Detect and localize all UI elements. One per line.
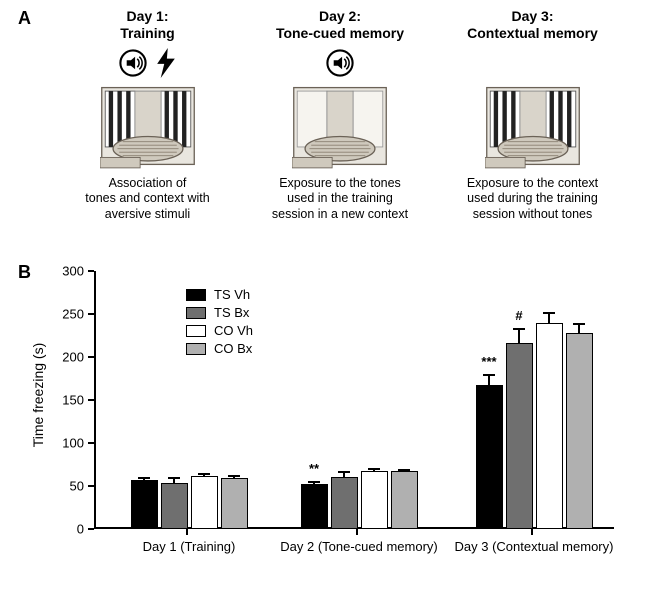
error-bar	[313, 482, 315, 485]
legend-label: TS Vh	[214, 287, 250, 302]
chamber-illustration	[485, 82, 581, 170]
x-tick	[186, 529, 188, 535]
bar	[221, 478, 248, 529]
day-caption: Association oftones and context withaver…	[85, 176, 209, 223]
plot-area: TS VhTS BxCO VhCO Bx 050100150200250300D…	[94, 271, 614, 529]
bar	[331, 477, 358, 529]
legend-label: TS Bx	[214, 305, 249, 320]
y-tick-label: 100	[62, 436, 84, 451]
bar	[161, 483, 188, 529]
legend-label: CO Vh	[214, 323, 253, 338]
bar	[131, 480, 158, 529]
y-tick-label: 0	[77, 522, 84, 537]
y-tick	[88, 528, 94, 530]
y-tick-label: 200	[62, 350, 84, 365]
y-tick	[88, 442, 94, 444]
legend-label: CO Bx	[214, 341, 252, 356]
day-caption: Exposure to the contextused during the t…	[467, 176, 598, 223]
error-bar	[173, 478, 175, 483]
y-axis	[94, 271, 96, 529]
chamber-illustration	[100, 82, 196, 170]
bar: **	[301, 484, 328, 529]
day-column: Day 2:Tone-cued memory Exposure to the t…	[253, 8, 428, 248]
error-bar	[548, 313, 550, 323]
legend-row: CO Bx	[186, 341, 253, 356]
error-bar	[373, 469, 375, 472]
day-title: Day 3:Contextual memory	[467, 8, 598, 42]
legend-row: TS Vh	[186, 287, 253, 302]
panel-a-label: A	[18, 8, 31, 29]
y-tick	[88, 356, 94, 358]
icon-row	[326, 46, 354, 80]
error-bar	[343, 472, 345, 478]
legend-swatch	[186, 343, 206, 355]
error-bar	[578, 324, 580, 333]
x-category-label: Day 1 (Training)	[99, 539, 279, 554]
bar	[391, 471, 418, 529]
y-tick	[88, 313, 94, 315]
error-bar	[403, 470, 405, 473]
significance-marker: ***	[481, 354, 496, 369]
bar: #	[506, 343, 533, 529]
day-title: Day 2:Tone-cued memory	[276, 8, 404, 42]
legend-row: CO Vh	[186, 323, 253, 338]
significance-marker: #	[515, 308, 522, 323]
legend-swatch	[186, 325, 206, 337]
y-tick	[88, 399, 94, 401]
legend: TS Vh TS Bx CO Vh CO Bx	[186, 287, 253, 359]
error-bar	[143, 478, 145, 481]
legend-swatch	[186, 289, 206, 301]
day-caption: Exposure to the tonesused in the trainin…	[272, 176, 408, 223]
day-column: Day 3:Contextual memory	[445, 8, 620, 248]
bar	[566, 333, 593, 529]
y-tick-label: 300	[62, 264, 84, 279]
y-tick	[88, 485, 94, 487]
error-bar	[233, 476, 235, 479]
bar	[536, 323, 563, 529]
bar-group: ***#	[476, 323, 593, 529]
bar-group: **	[301, 471, 418, 529]
bar	[191, 476, 218, 529]
x-tick	[531, 529, 533, 535]
error-bar	[203, 474, 205, 477]
sound-icon	[326, 49, 354, 77]
error-bar	[488, 375, 490, 385]
bar-group	[131, 476, 248, 529]
error-bar	[518, 329, 520, 344]
y-tick	[88, 270, 94, 272]
bolt-icon	[155, 48, 177, 78]
y-axis-label: Time freezing (s)	[30, 343, 46, 448]
panel-b-chart: Time freezing (s) TS Vh TS Bx CO Vh CO Bx 0…	[30, 265, 630, 575]
bar	[361, 471, 388, 529]
y-tick-label: 150	[62, 393, 84, 408]
legend-swatch	[186, 307, 206, 319]
icon-row	[119, 46, 177, 80]
panel-a: Day 1:Training	[60, 8, 620, 248]
chamber-illustration	[292, 82, 388, 170]
bar: ***	[476, 385, 503, 529]
sound-icon	[119, 49, 147, 77]
x-tick	[356, 529, 358, 535]
y-tick-label: 50	[70, 479, 84, 494]
x-category-label: Day 3 (Contextual memory)	[444, 539, 624, 554]
legend-row: TS Bx	[186, 305, 253, 320]
significance-marker: **	[309, 461, 319, 476]
day-title: Day 1:Training	[120, 8, 174, 42]
x-category-label: Day 2 (Tone-cued memory)	[269, 539, 449, 554]
day-column: Day 1:Training	[60, 8, 235, 248]
y-tick-label: 250	[62, 307, 84, 322]
